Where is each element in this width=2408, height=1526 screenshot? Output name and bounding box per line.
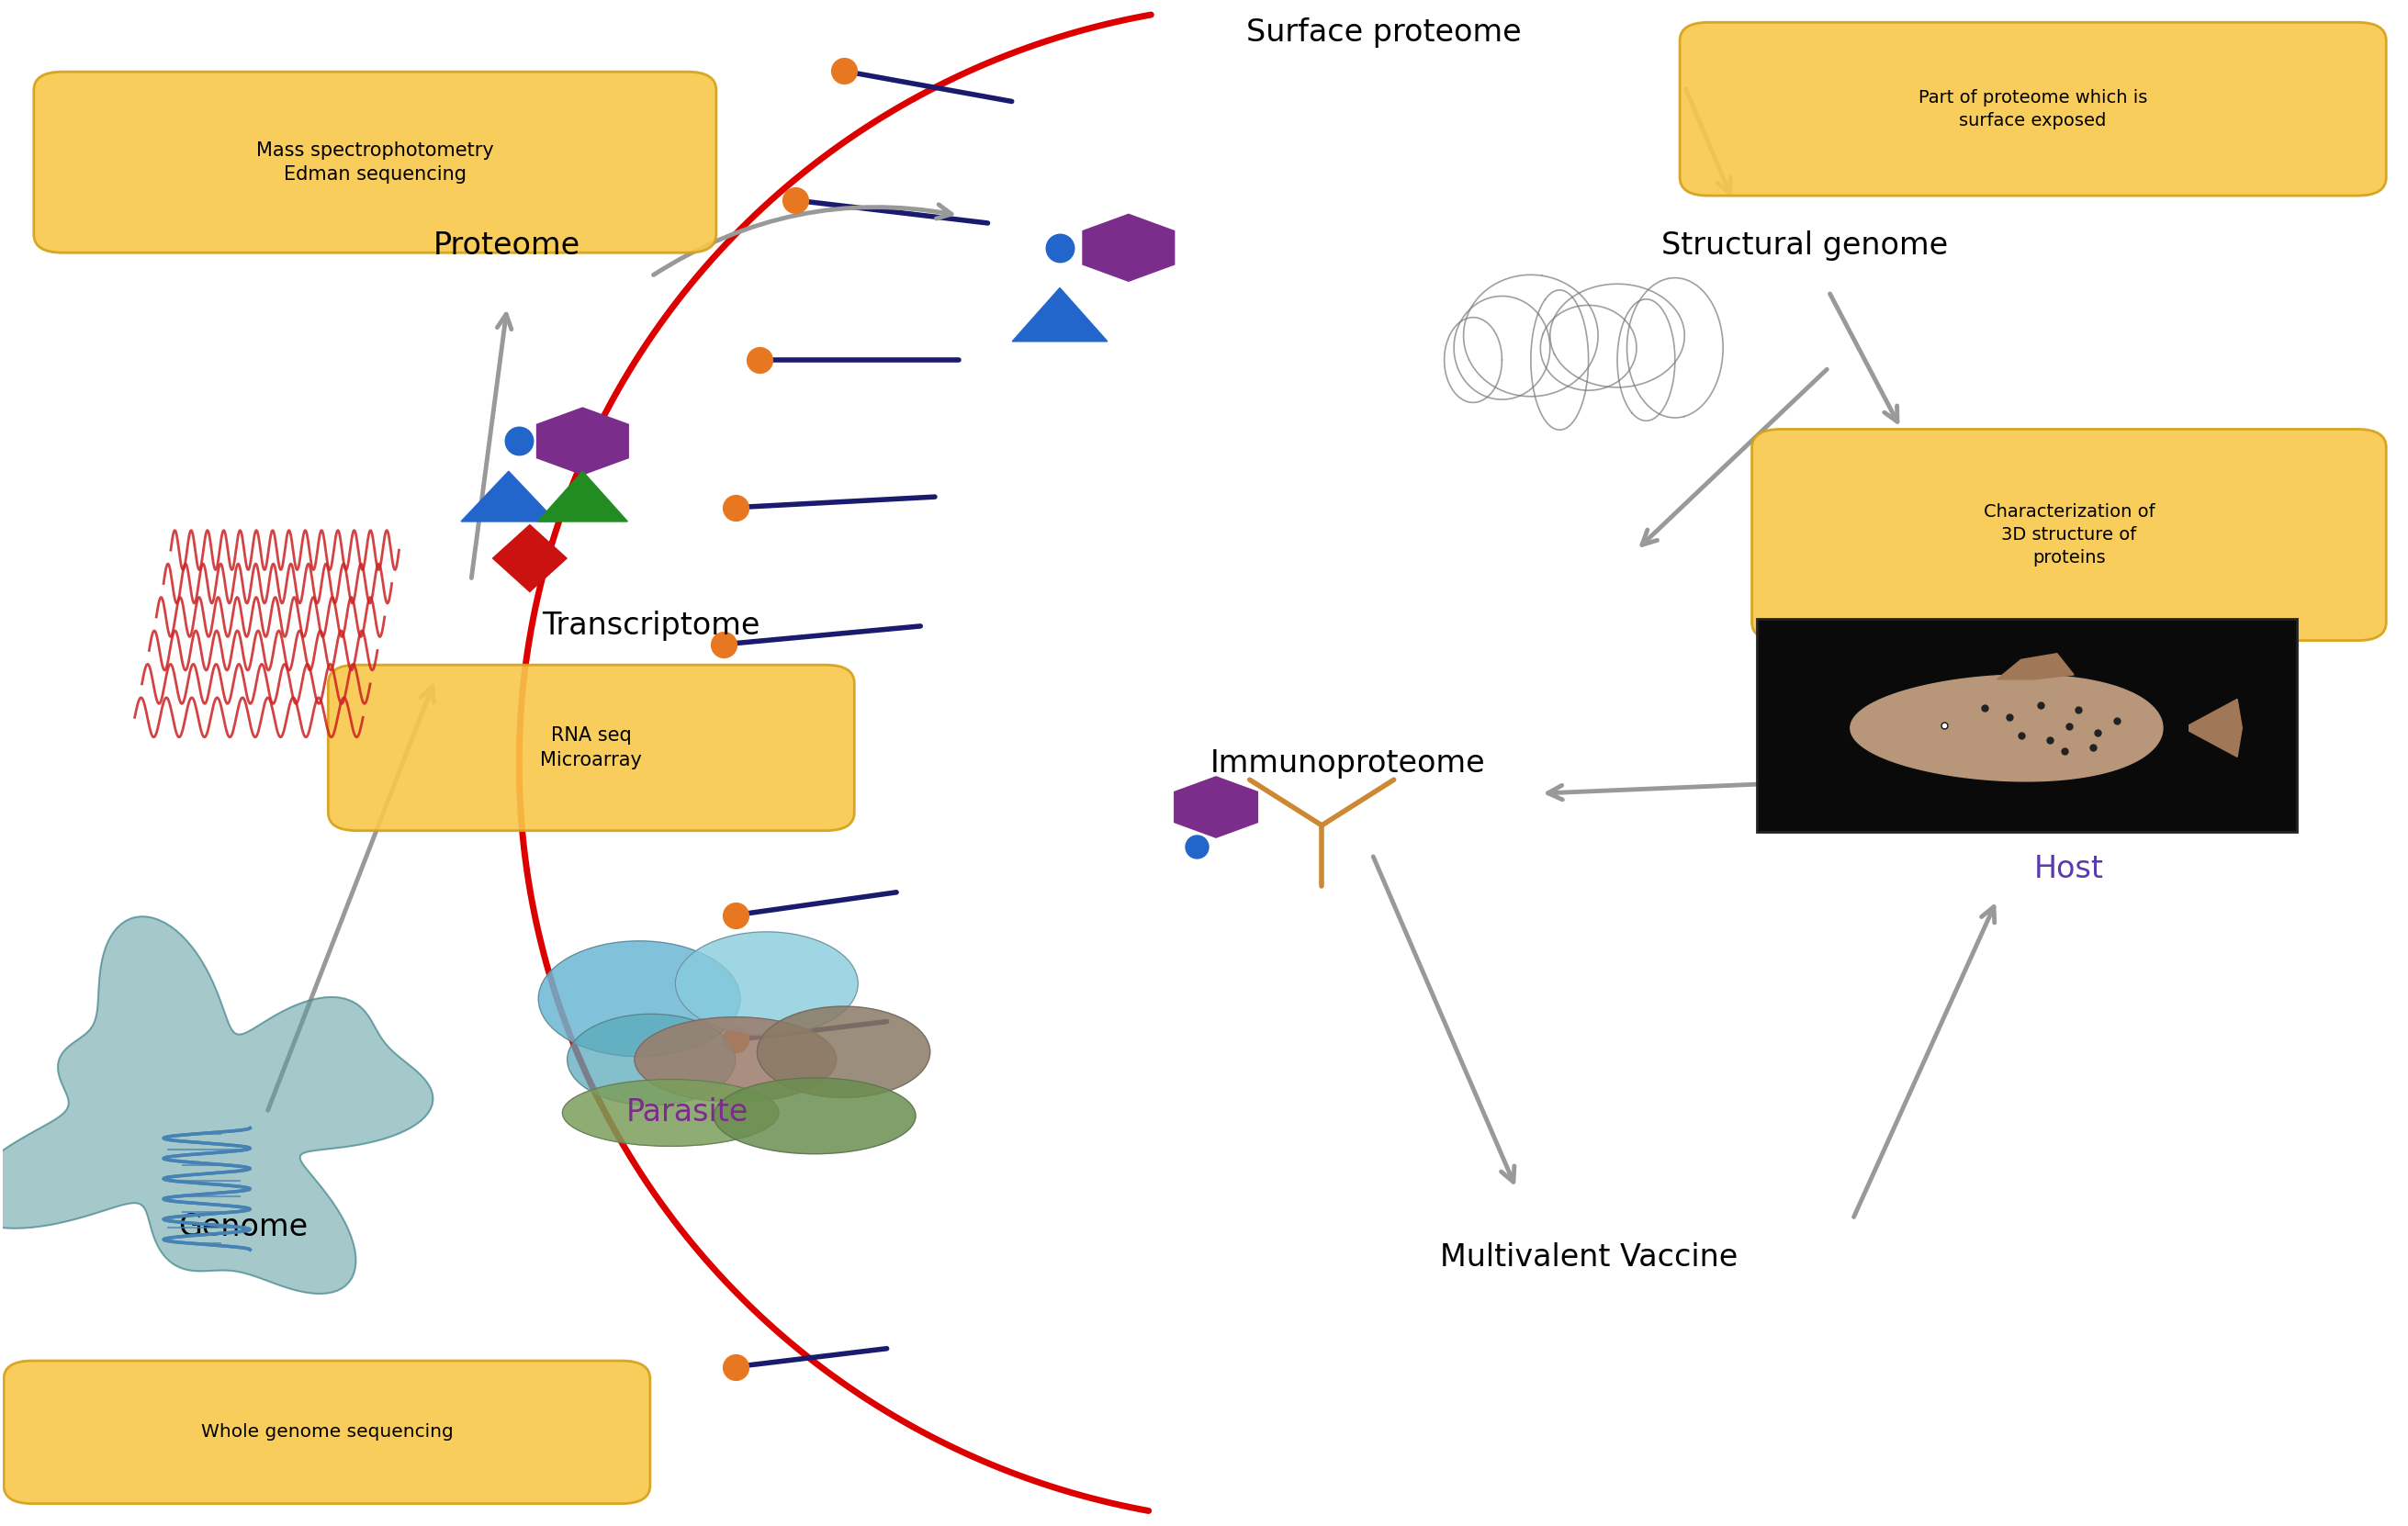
Text: Genome: Genome [178, 1212, 308, 1242]
Ellipse shape [568, 1013, 734, 1105]
Text: Immunoproteome: Immunoproteome [1211, 748, 1486, 778]
Text: Transcriptome: Transcriptome [542, 610, 761, 641]
Polygon shape [1849, 674, 2162, 781]
Text: Parasite: Parasite [626, 1097, 749, 1128]
Text: Part of proteome which is
surface exposed: Part of proteome which is surface expose… [1919, 89, 2148, 130]
FancyBboxPatch shape [1753, 429, 2386, 641]
Text: Whole genome sequencing: Whole genome sequencing [200, 1424, 453, 1441]
Polygon shape [2189, 699, 2242, 757]
Text: Structural genome: Structural genome [1662, 230, 1948, 261]
Ellipse shape [713, 1077, 915, 1154]
Text: Proteome: Proteome [433, 230, 580, 261]
Text: RNA seq
Microarray: RNA seq Microarray [539, 726, 643, 769]
FancyBboxPatch shape [5, 1361, 650, 1503]
Ellipse shape [539, 942, 739, 1056]
Ellipse shape [674, 932, 857, 1035]
Text: Mass spectrophotometry
Edman sequencing: Mass spectrophotometry Edman sequencing [255, 140, 494, 183]
Polygon shape [1011, 288, 1108, 342]
Text: Characterization of
3D structure of
proteins: Characterization of 3D structure of prot… [1984, 504, 2155, 566]
Polygon shape [460, 472, 556, 522]
Polygon shape [0, 917, 433, 1294]
Text: Host: Host [2035, 855, 2105, 885]
FancyBboxPatch shape [34, 72, 715, 253]
Polygon shape [537, 407, 628, 475]
Polygon shape [1175, 777, 1257, 838]
FancyBboxPatch shape [1758, 618, 2297, 832]
Ellipse shape [563, 1079, 778, 1146]
Ellipse shape [636, 1016, 836, 1102]
FancyBboxPatch shape [327, 665, 855, 830]
Polygon shape [1996, 653, 2073, 679]
Text: Multivalent Vaccine: Multivalent Vaccine [1440, 1242, 1736, 1273]
Polygon shape [494, 525, 566, 592]
Text: Surface proteome: Surface proteome [1247, 18, 1522, 49]
Ellipse shape [756, 1006, 929, 1097]
Polygon shape [1084, 214, 1175, 281]
Polygon shape [537, 472, 628, 522]
FancyBboxPatch shape [1681, 23, 2386, 195]
